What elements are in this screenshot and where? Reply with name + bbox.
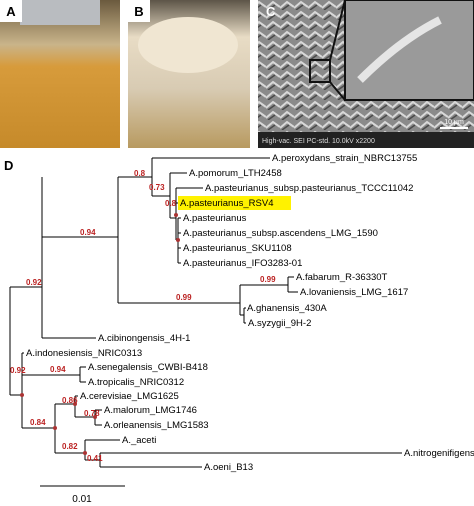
taxon-label: A.pasteurianus_subsp.pasteurianus_TCCC11… — [205, 183, 413, 194]
bootstrap-value: 0.8 — [134, 169, 146, 178]
taxon-label: A.cibinongensis_4H-1 — [98, 333, 190, 344]
bootstrap-value: 0.99 — [176, 293, 192, 302]
scale-label: 0.01 — [72, 494, 92, 505]
panel-label: B — [134, 4, 143, 19]
panel-label: D — [4, 158, 13, 173]
panel-label: A — [6, 4, 16, 19]
taxon-label: A.ghanensis_430A — [247, 303, 327, 314]
sem-footer: High-vac. SEI PC-std. 10.0kV x2200 — [262, 138, 375, 145]
taxon-label: A.fabarum_R-36330T — [296, 272, 388, 283]
bootstrap-value: 0.84 — [30, 418, 46, 427]
bootstrap-value: 0.82 — [62, 442, 78, 451]
taxon-label: A.orleanensis_LMG1583 — [104, 420, 209, 431]
bootstrap-value: 0.86 — [62, 396, 78, 405]
taxon-label: A.pasteurianus_SKU1108 — [183, 243, 292, 254]
taxon-label: A.pasteurianus_RSV4 — [180, 198, 273, 209]
taxon-label: A.oeni_B13 — [204, 462, 253, 473]
bootstrap-value: 0.73 — [149, 183, 165, 192]
taxon-label: A.malorum_LMG1746 — [104, 405, 197, 416]
taxon-label: A.lovaniensis_LMG_1617 — [300, 287, 408, 298]
taxon-label: A.cerevisiae_LMG1625 — [80, 391, 179, 402]
taxon-label: A.syzygii_9H-2 — [248, 318, 311, 329]
sem-scale: 10 µm — [444, 119, 464, 126]
panel-label: C — [266, 4, 276, 19]
bootstrap-value: 0.8 — [165, 199, 177, 208]
taxon-label: A.nitrogenifigens_RG1 — [404, 448, 474, 459]
taxon-label: A.pasteurianus_subsp.ascendens_LMG_1590 — [183, 228, 378, 239]
photo-b: B — [128, 0, 250, 148]
bootstrap-value: 0.94 — [50, 365, 66, 374]
bootstrap-value: 0.99 — [260, 275, 276, 284]
bootstrap-value: 0.94 — [80, 228, 96, 237]
photo-a: A — [0, 0, 120, 148]
taxon-label: A.peroxydans_strain_NBRC13755 — [272, 153, 417, 164]
taxon-label: A.indonesiensis_NRIC0313 — [26, 348, 142, 359]
bootstrap-value: 0.78 — [84, 409, 100, 418]
taxon-label: A.senegalensis_CWBI-B418 — [88, 362, 208, 373]
photo-c: High-vac. SEI PC-std. 10.0kV x2200 10 µm… — [258, 0, 474, 148]
taxon-label: A.tropicalis_NRIC0312 — [88, 377, 184, 388]
tree-branches — [9, 157, 402, 468]
taxon-label: A._aceti — [122, 435, 156, 446]
taxon-label: A.pasteurianus_IFO3283-01 — [183, 258, 302, 269]
bootstrap-value: 0.92 — [10, 366, 26, 375]
bootstrap-value: 0.92 — [26, 278, 42, 287]
bootstrap-value: 0.41 — [87, 454, 103, 463]
taxon-label: A.pomorum_LTH2458 — [189, 168, 282, 179]
highlight — [178, 196, 291, 210]
taxon-label: A.pasteurianus — [183, 213, 247, 224]
